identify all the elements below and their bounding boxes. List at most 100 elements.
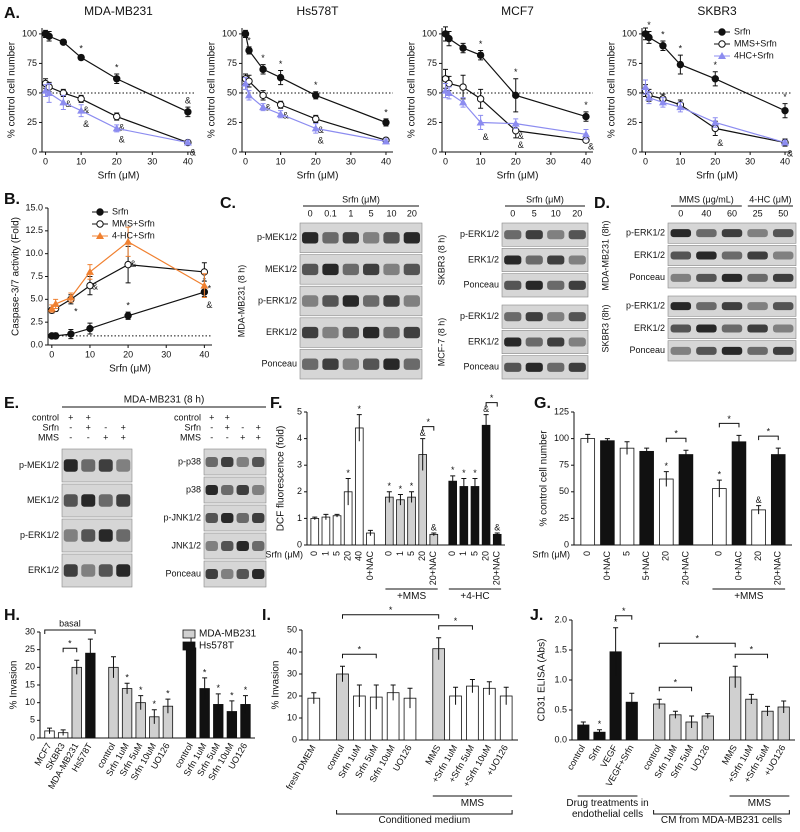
significance-marker: *: [713, 60, 717, 70]
condition-sign: -: [241, 422, 244, 432]
y-tick-label: 1.0: [554, 674, 567, 684]
point: [241, 79, 250, 87]
significance-marker: &: [787, 148, 793, 158]
legend-label: 4HC+Srfn: [734, 50, 774, 60]
blot-band: [403, 263, 420, 276]
blot-band: [81, 459, 96, 472]
point: [77, 106, 86, 114]
x-tick-label: 10: [276, 156, 286, 166]
blot-band: [81, 564, 96, 577]
x-tick-label: 20: [343, 551, 353, 561]
blot-band: [403, 358, 420, 370]
panel-label: I.: [262, 607, 271, 624]
row-label: ERK1/2: [266, 327, 297, 337]
blot-band: [342, 232, 359, 244]
blot-band: [772, 229, 794, 238]
significance-marker: &: [431, 522, 437, 532]
point: [476, 95, 485, 103]
significance-marker: *: [74, 306, 78, 316]
comparison-label: *: [454, 616, 458, 626]
bar: [483, 687, 496, 741]
x-tick-label: fresh DMEM: [284, 743, 318, 791]
y-tick-label: 25: [25, 644, 35, 654]
y-tick-label: 0: [432, 146, 437, 156]
x-axis-label: Srfn (μM): [696, 171, 738, 182]
error-bar: [716, 479, 722, 498]
error-bar: [781, 700, 787, 713]
bar: [653, 703, 666, 741]
legend-label: Srfn: [112, 206, 129, 216]
blot-strip: [501, 355, 589, 380]
bar: [310, 518, 320, 546]
x-tick-label: 10: [675, 156, 685, 166]
blot-band: [670, 273, 692, 282]
blot-band: [747, 346, 768, 355]
y-tick-label: 10: [25, 697, 35, 707]
comparison-label: *: [389, 605, 393, 615]
chart-title: MCF7: [501, 4, 534, 18]
side-label: SKBR3 (8 h): [436, 235, 446, 286]
y-tick-label: 10.0: [25, 248, 43, 258]
blot-strip: [299, 285, 423, 317]
point: [459, 44, 467, 52]
error-bar: [436, 637, 442, 660]
y-tick-label: 125: [554, 406, 569, 416]
blot-band: [772, 324, 794, 333]
blot-band: [504, 337, 522, 347]
bar: [185, 647, 197, 739]
x-tick-label: 0: [309, 551, 319, 556]
significance-marker: &: [265, 102, 271, 112]
x-tick-label: 30: [147, 156, 157, 166]
blot-band: [721, 324, 743, 333]
legend-symbol: [96, 232, 104, 239]
lane-label: 5: [369, 208, 374, 218]
point: [658, 98, 667, 106]
point: [77, 53, 85, 62]
error-bar: [624, 441, 630, 455]
significance-marker: &: [83, 119, 89, 129]
point: [245, 46, 253, 55]
y-tick-label: 7.5: [30, 271, 43, 281]
point: [641, 83, 650, 91]
comparison-label: *: [358, 645, 362, 655]
blot-band: [302, 232, 319, 244]
x-tick-label: 0: [714, 551, 724, 556]
lane-label: 40: [701, 208, 711, 218]
x-tick-label: 1: [458, 551, 468, 556]
x-tick-label: 0: [49, 349, 54, 359]
error-bar: [87, 638, 93, 668]
blot-band: [221, 484, 234, 496]
legend-label: Srfn: [734, 26, 751, 36]
error-bar: [215, 693, 221, 716]
blot-band: [696, 273, 717, 282]
comparison-bracket: [734, 653, 769, 659]
x-tick-label: 0: [582, 551, 592, 556]
panel-label: F.: [270, 395, 282, 412]
bar: [459, 486, 469, 546]
row-label: p-ERK1/2: [258, 295, 297, 305]
blot-band: [547, 230, 565, 240]
blot-band: [205, 568, 218, 580]
condition-sign: +: [209, 412, 214, 422]
group-label: MMS: [747, 798, 772, 809]
side-label: SKBR3 (8h): [600, 304, 610, 352]
blot-band: [322, 295, 339, 307]
y-tick-label: 2.5: [30, 317, 43, 327]
significance-marker: &: [185, 95, 191, 105]
blot-band: [525, 255, 543, 265]
y-tick-label: 100: [554, 433, 569, 443]
point: [645, 33, 653, 42]
significance-marker: *: [279, 59, 283, 69]
blot-band: [383, 326, 400, 339]
y-tick-label: 2.0: [554, 614, 567, 624]
blot-band: [696, 302, 717, 311]
x-axis-label: Srfn (μM): [297, 171, 339, 182]
error-bar: [242, 695, 248, 714]
legend-symbol: [96, 220, 104, 228]
x-tick-label: 5: [469, 551, 479, 556]
blot-band: [772, 302, 794, 311]
row-label: p-MEK1/2: [19, 460, 59, 470]
y-tick-label: 100: [622, 28, 637, 38]
x-tick-label: 20+NAC: [773, 551, 783, 586]
y-tick-label: 40: [287, 646, 297, 656]
